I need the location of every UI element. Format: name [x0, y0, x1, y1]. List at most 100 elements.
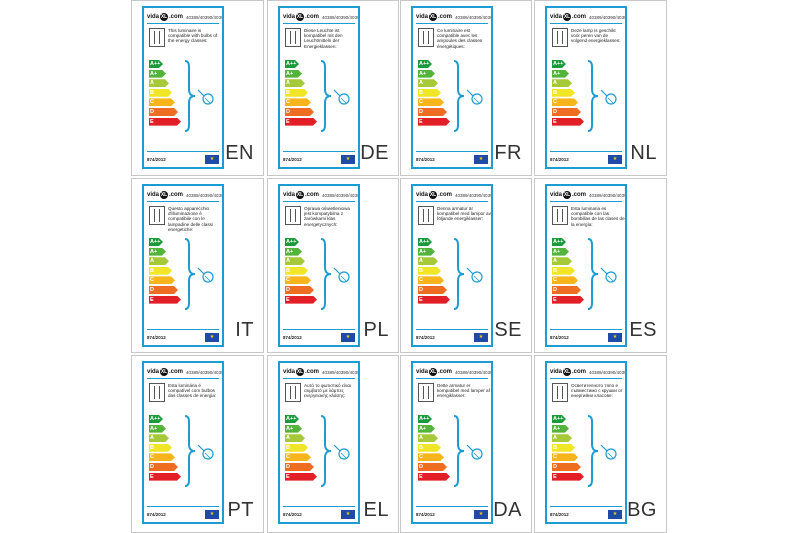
brand-dot: XL [296, 368, 305, 376]
energy-class-bar: C [149, 276, 175, 284]
brand-logo: vida XL .com [416, 13, 452, 21]
energy-class-scale: A++ A+ A B C D E [418, 238, 458, 305]
footer-divider [416, 329, 488, 330]
compatibility-text: Questo apparecchio d'illuminazione è com… [168, 206, 213, 232]
energy-class-scale: A++ A+ A B C D E [285, 238, 325, 305]
card-footer: 874/2012 ★ [283, 508, 355, 520]
eu-stars: ★ [345, 155, 351, 162]
card-header: vida XL .com 40389/40390/40391 [416, 12, 491, 22]
brand-dot: XL [160, 13, 169, 21]
footer-divider [283, 506, 355, 507]
energy-class-scale: A++ A+ A B C D E [149, 238, 189, 305]
language-code: SE [494, 319, 522, 341]
eu-flag-icon: ★ [341, 509, 355, 519]
energy-class-bar: A++ [285, 60, 299, 68]
energy-class-bar: A+ [285, 70, 302, 78]
bulb-socket-icon [418, 28, 434, 47]
eu-flag-icon: ★ [205, 332, 219, 342]
card-header: vida XL .com 40389/40390/40391 [147, 12, 222, 22]
label-cell-de: vida XL .com 40389/40390/40391 Diese Leuchte… [267, 0, 399, 176]
label-cell-el: vida XL .com 40389/40390/40391 Αυτό το φωτισ… [267, 355, 399, 533]
energy-label-card: vida XL .com 40389/40390/40391 Αυτό το φωτισ… [278, 361, 360, 524]
regulation-number: 874/2012 [147, 511, 166, 517]
bulb-socket-icon [552, 206, 568, 225]
energy-class-bar: B [285, 444, 308, 452]
energy-class-bar: C [285, 453, 311, 461]
compatibility-text: Esta luminaria es compatible con las bom… [571, 206, 625, 227]
header-divider [416, 201, 488, 202]
energy-class-bar: D [418, 108, 447, 116]
brand-text: vida [283, 192, 296, 198]
eu-stars: ★ [345, 510, 351, 517]
energy-class-bar: A [418, 79, 438, 87]
label-cell-en: vida XL .com 40389/40390/40391 This luminair… [131, 0, 264, 176]
lamp-icon [600, 444, 617, 460]
card-header: vida XL .com 40389/40390/40391 [550, 190, 625, 200]
energy-class-bar: A+ [418, 248, 435, 256]
header-divider [147, 201, 219, 202]
eu-stars: ★ [209, 510, 215, 517]
energy-class-bar: E [418, 473, 450, 481]
eu-flag-icon: ★ [474, 154, 488, 164]
energy-class-bar: B [552, 444, 575, 452]
label-cell-es: vida XL .com 40389/40390/40391 Esta luminari… [534, 178, 667, 353]
compatibility-text: Осветителното тяло е съвместимо с крушки… [571, 383, 623, 399]
eu-stars: ★ [345, 333, 351, 340]
product-sku: 40389/40390/40391 [186, 192, 224, 198]
bulb-socket-icon [418, 383, 434, 402]
energy-class-bar: B [285, 267, 308, 275]
energy-class-bar: A [285, 79, 305, 87]
eu-flag-icon: ★ [608, 154, 622, 164]
footer-divider [550, 329, 622, 330]
energy-class-bar: A++ [552, 238, 566, 246]
brace-icon [184, 415, 196, 487]
bulb-socket-icon [149, 383, 165, 402]
eu-stars: ★ [209, 155, 215, 162]
brand-text: vida [550, 192, 563, 198]
energy-label-card: vida XL .com 40389/40390/40391 Questo appare… [142, 184, 224, 347]
header-divider [550, 201, 622, 202]
energy-class-bar: C [552, 453, 578, 461]
energy-class-bar: C [285, 276, 311, 284]
energy-class-bar: D [552, 286, 581, 294]
footer-divider [283, 151, 355, 152]
brace-icon [453, 415, 465, 487]
brand-text: vida [416, 192, 429, 198]
brand-suffix: .com [438, 369, 453, 375]
energy-class-bar: B [149, 267, 172, 275]
header-divider [147, 378, 219, 379]
lamp-icon [333, 89, 350, 105]
brand-text: vida [147, 192, 160, 198]
energy-class-bar: A+ [552, 70, 569, 78]
energy-class-bar: A [285, 257, 305, 265]
brand-suffix: .com [572, 369, 587, 375]
regulation-number: 874/2012 [550, 511, 569, 517]
brand-text: vida [283, 14, 296, 20]
header-divider [283, 201, 355, 202]
brace-icon [587, 60, 599, 132]
label-cell-da: vida XL .com 40389/40390/40391 Dette armatur… [400, 355, 532, 533]
header-divider [283, 23, 355, 24]
energy-class-bar: D [552, 108, 581, 116]
card-footer: 874/2012 ★ [416, 331, 488, 343]
brand-dot: XL [160, 368, 169, 376]
card-header: vida XL .com 40389/40390/40391 [283, 190, 358, 200]
bulb-socket-icon [285, 206, 301, 225]
brand-logo: vida XL .com [147, 191, 183, 199]
brand-suffix: .com [169, 369, 184, 375]
energy-class-bar: A [149, 257, 169, 265]
compatibility-text: Oprawa oświetleniowa jest kompatybilna z… [304, 206, 350, 227]
eu-stars: ★ [478, 510, 484, 517]
regulation-number: 874/2012 [416, 156, 435, 162]
brand-logo: vida XL .com [283, 191, 319, 199]
footer-divider [416, 506, 488, 507]
energy-class-bar: A++ [149, 60, 163, 68]
compatibility-text: Denna armatur är kompatibel med lampor a… [437, 206, 491, 222]
label-cell-pl: vida XL .com 40389/40390/40391 Oprawa oświet… [267, 178, 399, 353]
header-divider [147, 23, 219, 24]
brand-logo: vida XL .com [416, 191, 452, 199]
brace-icon [320, 415, 332, 487]
eu-stars: ★ [478, 155, 484, 162]
eu-flag-icon: ★ [608, 509, 622, 519]
brace-icon [184, 238, 196, 310]
